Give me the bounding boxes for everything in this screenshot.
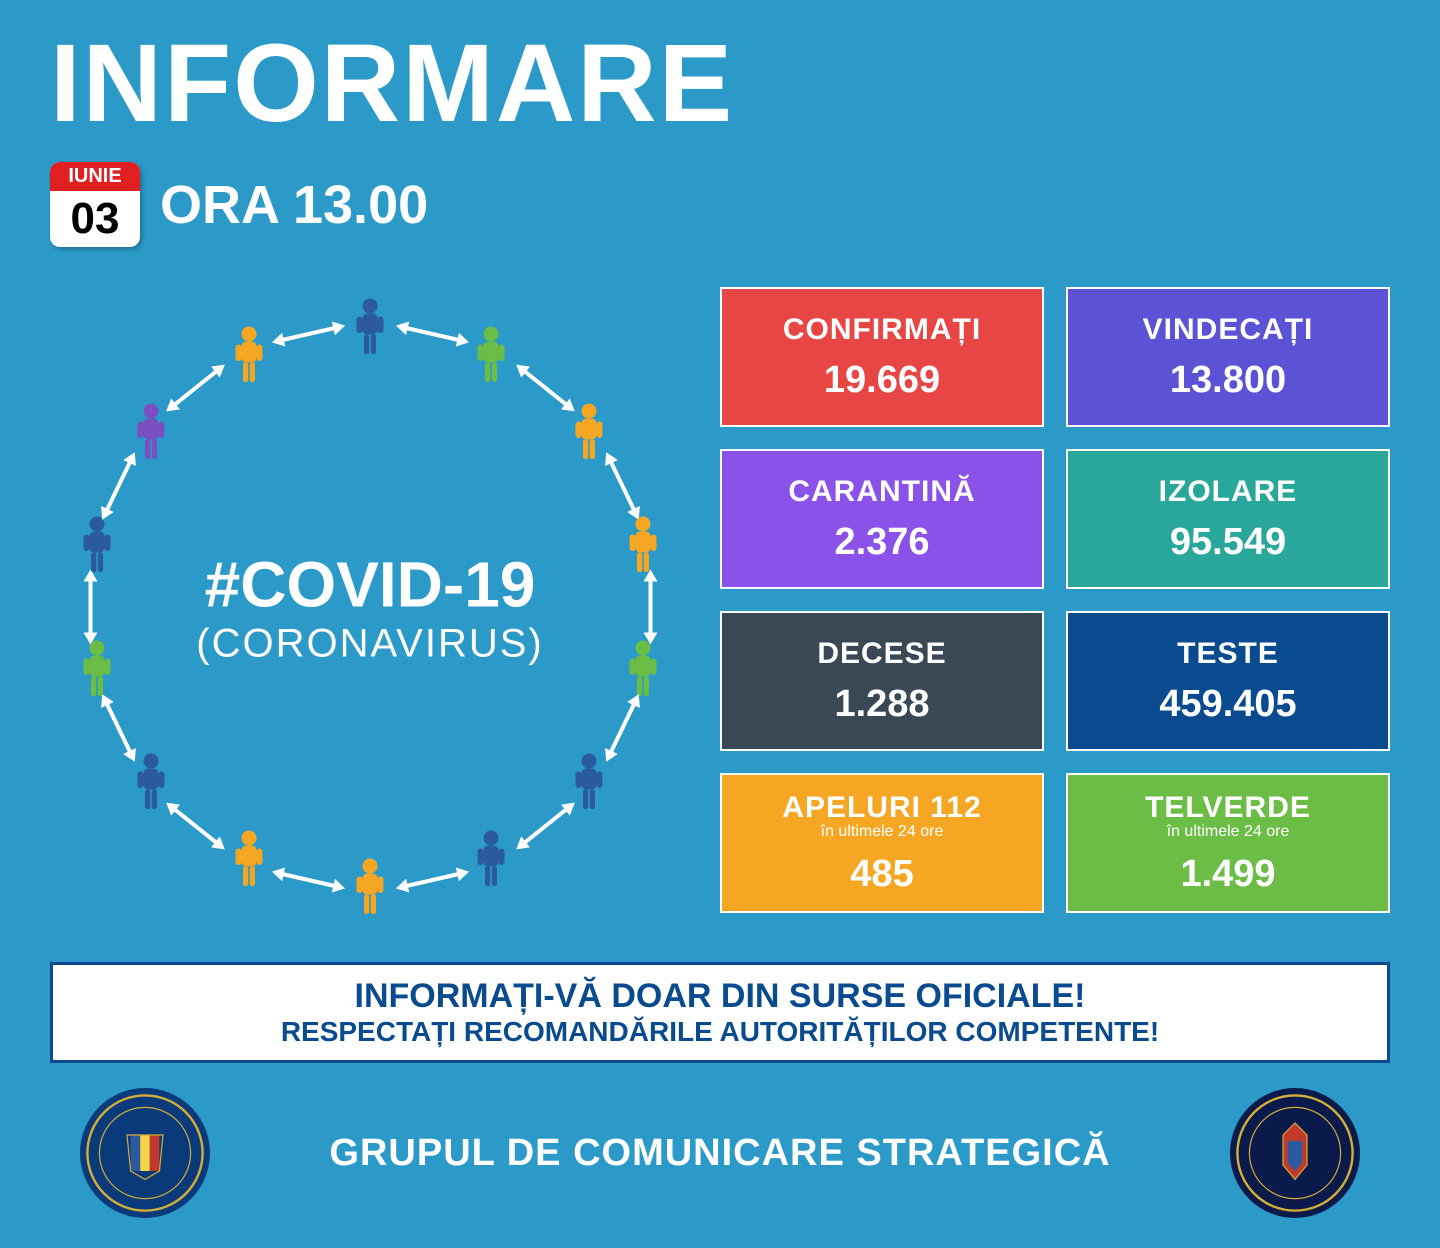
arrow-icon xyxy=(104,460,131,511)
person-icon xyxy=(133,752,169,812)
stat-card: DECESE 1.288 xyxy=(720,611,1044,751)
stat-card: CARANTINĂ 2.376 xyxy=(720,449,1044,589)
stat-card: APELURI 112în ultimele 24 ore 485 xyxy=(720,773,1044,913)
arrow-icon xyxy=(89,580,93,635)
covid-hashtag: #COVID-19 xyxy=(196,548,543,622)
arrow-icon xyxy=(406,326,461,342)
arrow-icon xyxy=(281,326,336,342)
stat-sublabel: în ultimele 24 ore xyxy=(1167,823,1290,841)
stat-value: 459.405 xyxy=(1159,683,1296,726)
footer-line2: RESPECTAȚI RECOMANDĂRILE AUTORITĂȚILOR C… xyxy=(65,1016,1375,1048)
arrow-icon xyxy=(609,460,636,511)
person-icon xyxy=(231,325,267,385)
emblem-right-icon xyxy=(1230,1088,1360,1218)
emblem-left-icon xyxy=(80,1088,210,1218)
stat-card: IZOLARE 95.549 xyxy=(1066,449,1390,589)
arrow-icon xyxy=(281,872,336,888)
stat-card: TELVERDEîn ultimele 24 ore 1.499 xyxy=(1066,773,1390,913)
stat-card: CONFIRMAȚI 19.669 xyxy=(720,287,1044,427)
footer-banner: INFORMAȚI-VĂ DOAR DIN SURSE OFICIALE! RE… xyxy=(50,962,1390,1063)
stat-value: 1.288 xyxy=(834,683,929,726)
stat-value: 19.669 xyxy=(824,359,940,402)
person-icon xyxy=(79,639,115,699)
stat-card: TESTE 459.405 xyxy=(1066,611,1390,751)
arrow-icon xyxy=(609,703,636,754)
stat-label: TESTE xyxy=(1177,637,1279,671)
person-icon xyxy=(133,402,169,462)
stat-value: 13.800 xyxy=(1170,359,1286,402)
stat-label: APELURI 112 xyxy=(782,791,981,825)
covid-subtitle: (CORONAVIRUS) xyxy=(196,622,543,667)
date-row: IUNIE 03 ORA 13.00 xyxy=(50,162,1390,247)
stats-grid: CONFIRMAȚI 19.669 VINDECAȚI 13.800 CARANTINĂ… xyxy=(720,287,1390,927)
stat-value: 485 xyxy=(850,853,913,896)
page-title: INFORMARE xyxy=(50,20,1390,147)
time-text: ORA 13.00 xyxy=(160,174,428,236)
person-icon xyxy=(352,297,388,357)
person-icon xyxy=(625,639,661,699)
group-name: GRUPUL DE COMUNICARE STRATEGICĂ xyxy=(329,1132,1110,1175)
arrow-icon xyxy=(522,807,567,844)
person-icon xyxy=(571,752,607,812)
footer-line1: INFORMAȚI-VĂ DOAR DIN SURSE OFICIALE! xyxy=(65,977,1375,1016)
stat-value: 2.376 xyxy=(834,521,929,564)
arrow-icon xyxy=(649,580,653,635)
stat-value: 1.499 xyxy=(1180,853,1275,896)
stat-label: DECESE xyxy=(817,637,946,671)
person-icon xyxy=(231,829,267,889)
calendar-day: 03 xyxy=(50,191,140,247)
person-icon xyxy=(625,515,661,575)
stat-label: CARANTINĂ xyxy=(788,475,975,509)
calendar-icon: IUNIE 03 xyxy=(50,162,140,247)
person-icon xyxy=(79,515,115,575)
bottom-row: GRUPUL DE COMUNICARE STRATEGICĂ xyxy=(50,1088,1390,1218)
arrow-icon xyxy=(173,369,218,406)
arrow-icon xyxy=(406,872,461,888)
stat-sublabel: în ultimele 24 ore xyxy=(821,823,944,841)
calendar-month: IUNIE xyxy=(50,162,140,191)
arrow-icon xyxy=(104,703,131,754)
covid-circle-graphic: #COVID-19 (CORONAVIRUS) xyxy=(50,287,690,927)
person-icon xyxy=(473,325,509,385)
stat-label: IZOLARE xyxy=(1159,475,1298,509)
stat-card: VINDECAȚI 13.800 xyxy=(1066,287,1390,427)
arrow-icon xyxy=(173,807,218,844)
person-icon xyxy=(473,829,509,889)
arrow-icon xyxy=(522,369,567,406)
person-icon xyxy=(352,857,388,917)
stat-label: VINDECAȚI xyxy=(1143,313,1314,347)
stat-label: CONFIRMAȚI xyxy=(783,313,981,347)
stat-value: 95.549 xyxy=(1170,521,1286,564)
stat-label: TELVERDE xyxy=(1145,791,1311,825)
